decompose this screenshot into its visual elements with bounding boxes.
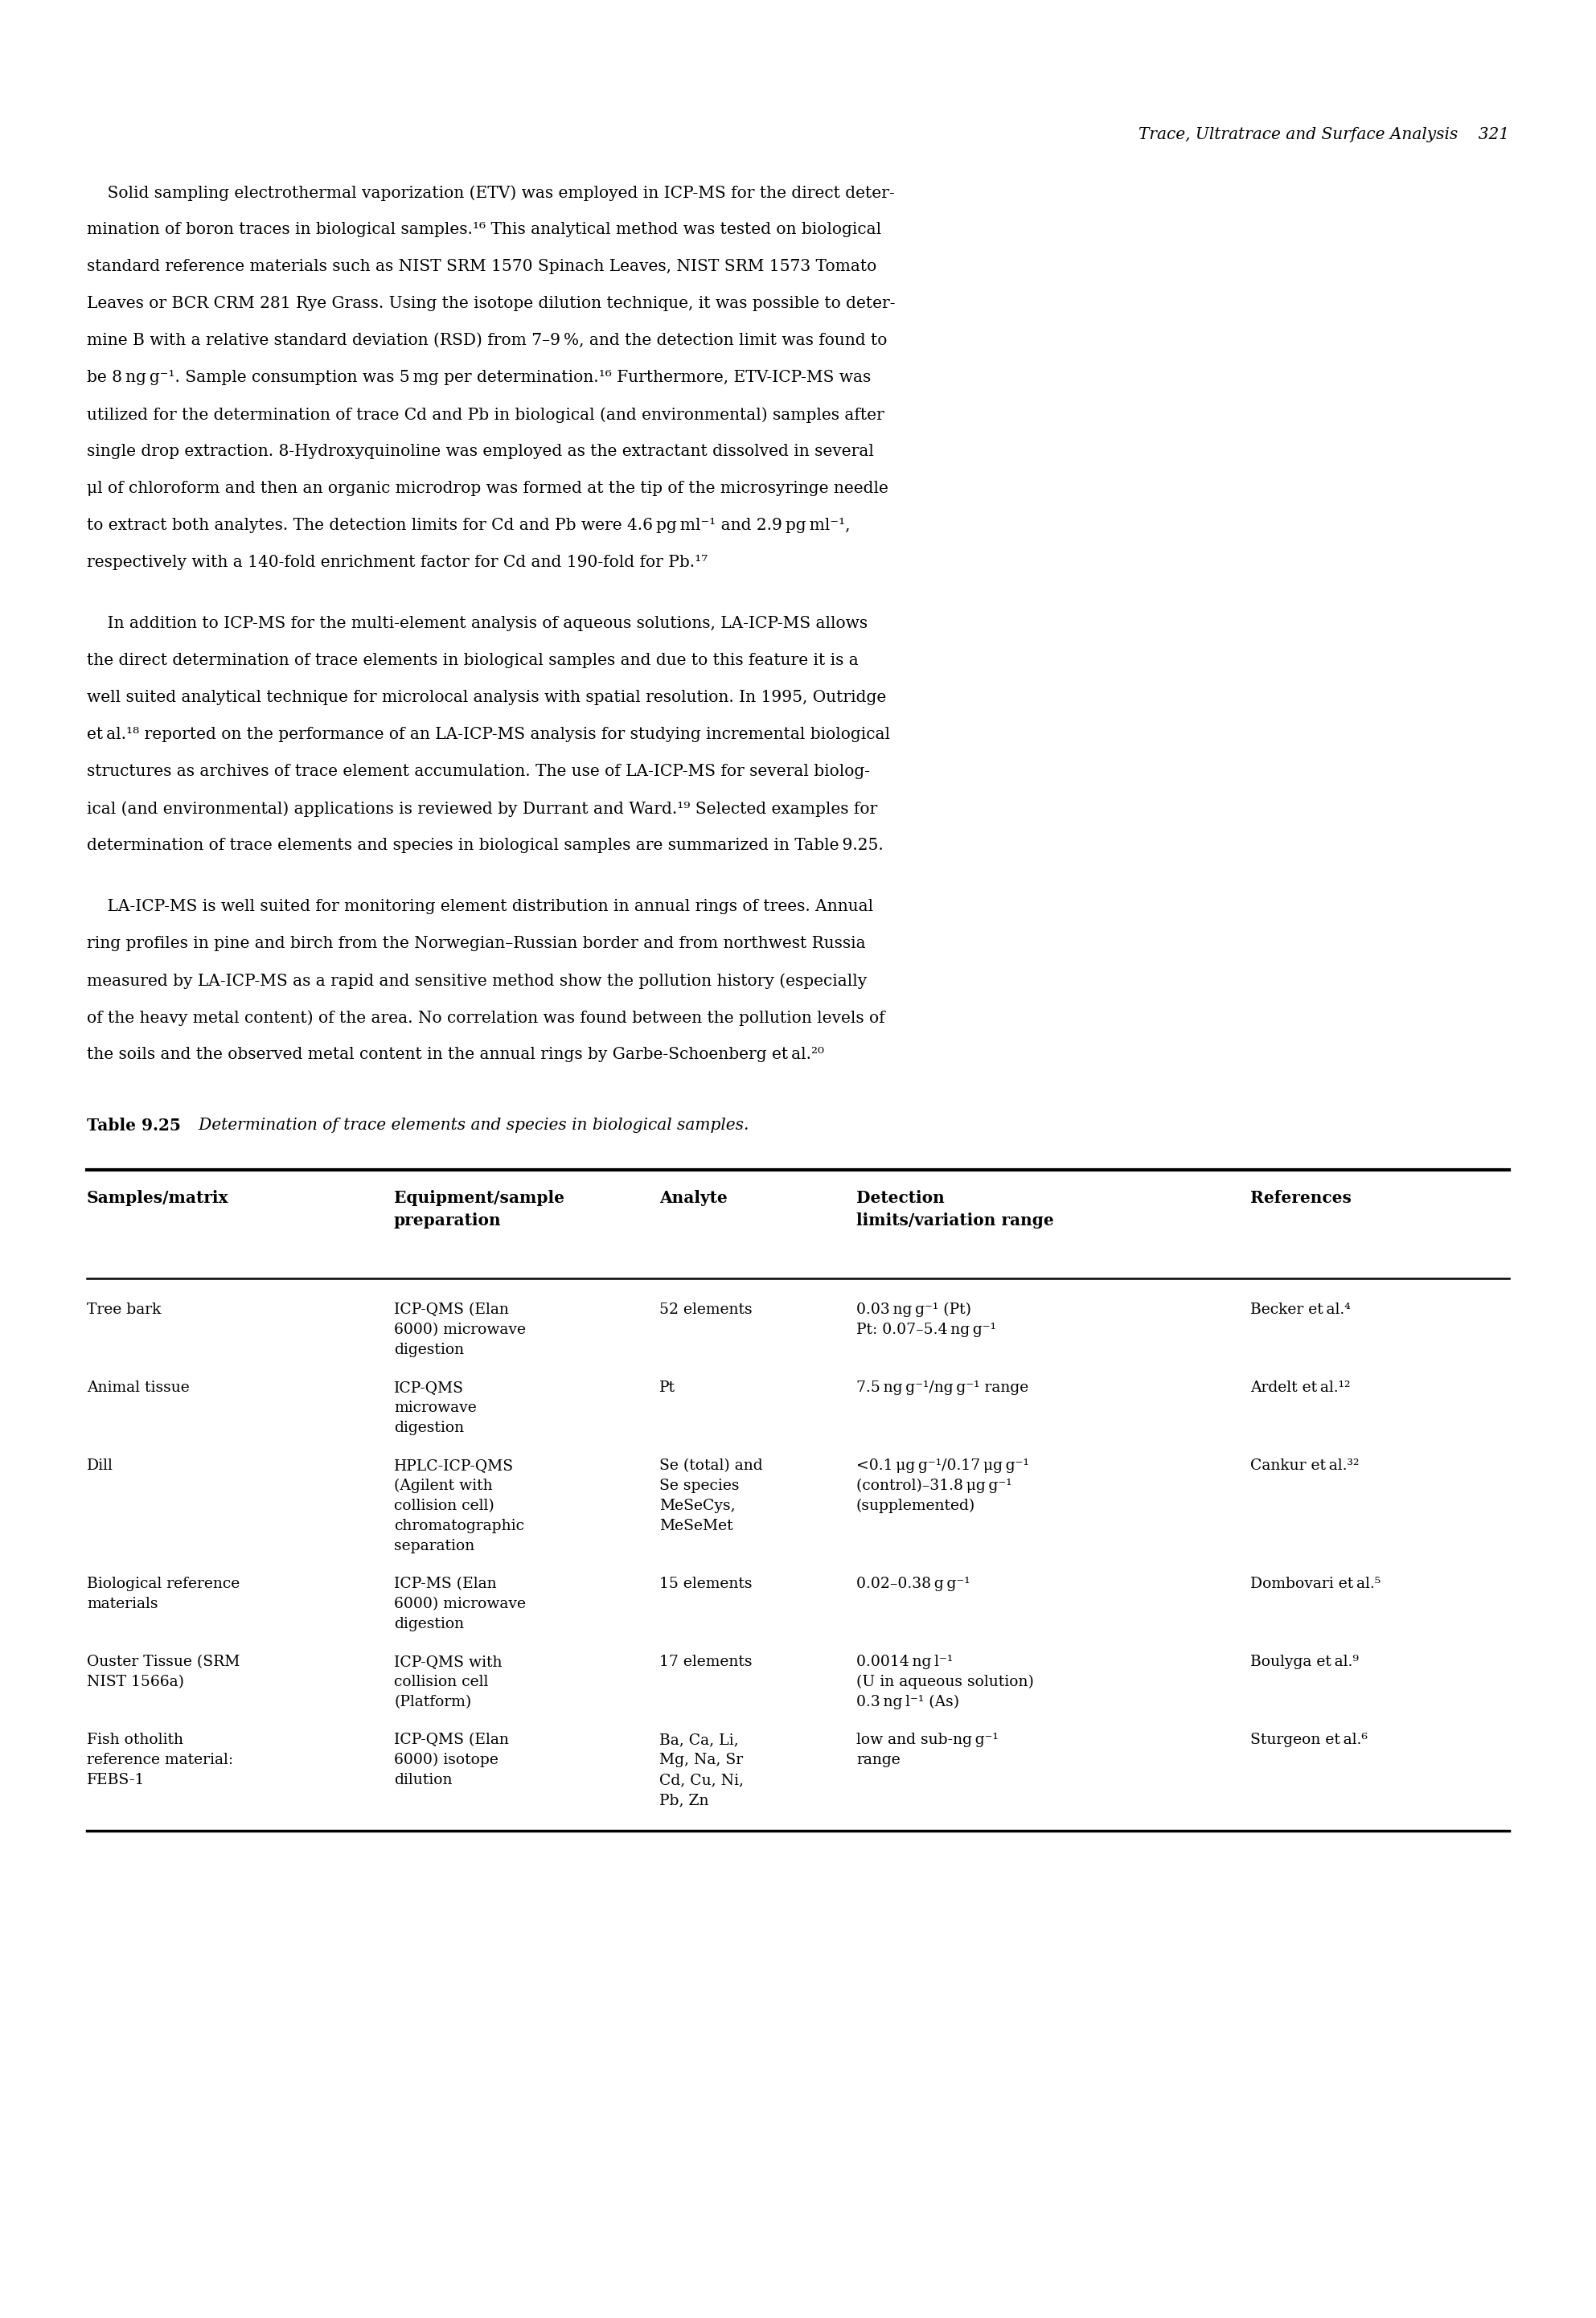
Text: 0.02–0.38 g g⁻¹: 0.02–0.38 g g⁻¹ [857,1576,970,1590]
Text: limits/variation range: limits/variation range [857,1212,1053,1229]
Text: Cankur et al.³²: Cankur et al.³² [1250,1458,1360,1472]
Text: In addition to ICP-MS for the multi-element analysis of aqueous solutions, LA-IC: In addition to ICP-MS for the multi-elem… [86,617,868,630]
Text: FEBS-1: FEBS-1 [86,1773,145,1787]
Text: Ardelt et al.¹²: Ardelt et al.¹² [1250,1382,1350,1395]
Text: 0.03 ng g⁻¹ (Pt): 0.03 ng g⁻¹ (Pt) [857,1303,972,1317]
Text: Sturgeon et al.⁶: Sturgeon et al.⁶ [1250,1732,1368,1748]
Text: Fish otholith: Fish otholith [86,1732,184,1748]
Text: to extract both analytes. The detection limits for Cd and Pb were 4.6 pg ml⁻¹ an: to extract both analytes. The detection … [86,517,851,533]
Text: Animal tissue: Animal tissue [86,1382,190,1395]
Text: ical (and environmental) applications is reviewed by Durrant and Ward.¹⁹ Selecte: ical (and environmental) applications is… [86,800,878,816]
Text: low and sub-ng g⁻¹: low and sub-ng g⁻¹ [857,1732,999,1748]
Text: measured by LA-ICP-MS as a rapid and sensitive method show the pollution history: measured by LA-ICP-MS as a rapid and sen… [86,974,867,990]
Text: Se species: Se species [659,1479,739,1493]
Text: ring profiles in pine and birch from the Norwegian–Russian border and from north: ring profiles in pine and birch from the… [86,936,865,950]
Text: Equipment/sample: Equipment/sample [394,1189,565,1205]
Text: collision cell: collision cell [394,1676,488,1690]
Text: Table 9.25: Table 9.25 [86,1117,180,1134]
Text: 52 elements: 52 elements [659,1303,752,1317]
Text: (Platform): (Platform) [394,1694,471,1708]
Text: range: range [857,1752,900,1766]
Text: materials: materials [86,1597,158,1611]
Text: mine B with a relative standard deviation (RSD) from 7–9 %, and the detection li: mine B with a relative standard deviatio… [86,334,887,348]
Text: HPLC-ICP-QMS: HPLC-ICP-QMS [394,1458,514,1472]
Text: chromatographic: chromatographic [394,1518,523,1532]
Text: digestion: digestion [394,1342,464,1358]
Text: Boulyga et al.⁹: Boulyga et al.⁹ [1250,1655,1358,1669]
Text: MeSeCys,: MeSeCys, [659,1500,736,1514]
Text: be 8 ng g⁻¹. Sample consumption was 5 mg per determination.¹⁶ Furthermore, ETV-I: be 8 ng g⁻¹. Sample consumption was 5 mg… [86,371,871,385]
Text: structures as archives of trace element accumulation. The use of LA-ICP-MS for s: structures as archives of trace element … [86,765,870,779]
Text: Pt: 0.07–5.4 ng g⁻¹: Pt: 0.07–5.4 ng g⁻¹ [857,1324,996,1337]
Text: Becker et al.⁴: Becker et al.⁴ [1250,1303,1350,1317]
Text: ICP-QMS: ICP-QMS [394,1382,464,1395]
Text: determination of trace elements and species in biological samples are summarized: determination of trace elements and spec… [86,837,884,853]
Text: Mg, Na, Sr: Mg, Na, Sr [659,1752,744,1766]
Text: Detection: Detection [857,1189,945,1205]
Text: 0.0014 ng l⁻¹: 0.0014 ng l⁻¹ [857,1655,953,1669]
Text: Se (total) and: Se (total) and [659,1458,763,1472]
Text: Ouster Tissue (SRM: Ouster Tissue (SRM [86,1655,239,1669]
Text: Analyte: Analyte [659,1189,728,1205]
Text: (Agilent with: (Agilent with [394,1479,493,1493]
Text: LA-ICP-MS is well suited for monitoring element distribution in annual rings of : LA-ICP-MS is well suited for monitoring … [86,899,873,913]
Text: Pt: Pt [659,1382,675,1395]
Text: 15 elements: 15 elements [659,1576,752,1590]
Text: <0.1 μg g⁻¹/0.17 μg g⁻¹: <0.1 μg g⁻¹/0.17 μg g⁻¹ [857,1458,1029,1472]
Text: Tree bark: Tree bark [86,1303,161,1317]
Text: 7.5 ng g⁻¹/ng g⁻¹ range: 7.5 ng g⁻¹/ng g⁻¹ range [857,1382,1028,1395]
Text: 6000) microwave: 6000) microwave [394,1324,525,1337]
Text: 0.3 ng l⁻¹ (As): 0.3 ng l⁻¹ (As) [857,1694,959,1711]
Text: 17 elements: 17 elements [659,1655,752,1669]
Text: References: References [1250,1189,1352,1205]
Text: collision cell): collision cell) [394,1500,495,1514]
Text: the direct determination of trace elements in biological samples and due to this: the direct determination of trace elemen… [86,654,859,668]
Text: digestion: digestion [394,1421,464,1435]
Text: MeSeMet: MeSeMet [659,1518,733,1532]
Text: preparation: preparation [394,1212,501,1229]
Text: Solid sampling electrothermal vaporization (ETV) was employed in ICP-MS for the : Solid sampling electrothermal vaporizati… [86,185,895,202]
Text: (control)–31.8 μg g⁻¹: (control)–31.8 μg g⁻¹ [857,1479,1012,1493]
Text: Biological reference: Biological reference [86,1576,239,1590]
Text: Dombovari et al.⁵: Dombovari et al.⁵ [1250,1576,1381,1590]
Text: Ba, Ca, Li,: Ba, Ca, Li, [659,1732,739,1748]
Text: Pb, Zn: Pb, Zn [659,1792,709,1808]
Text: standard reference materials such as NIST SRM 1570 Spinach Leaves, NIST SRM 1573: standard reference materials such as NIS… [86,260,876,274]
Text: of the heavy metal content) of the area. No correlation was found between the po: of the heavy metal content) of the area.… [86,1011,884,1025]
Text: mination of boron traces in biological samples.¹⁶ This analytical method was tes: mination of boron traces in biological s… [86,223,881,236]
Text: Trace, Ultratrace and Surface Analysis    321: Trace, Ultratrace and Surface Analysis 3… [1138,127,1510,141]
Text: single drop extraction. 8-Hydroxyquinoline was employed as the extractant dissol: single drop extraction. 8-Hydroxyquinoli… [86,443,875,459]
Text: Determination of trace elements and species in biological samples.: Determination of trace elements and spec… [184,1117,749,1134]
Text: 6000) isotope: 6000) isotope [394,1752,498,1766]
Text: the soils and the observed metal content in the annual rings by Garbe-Schoenberg: the soils and the observed metal content… [86,1048,824,1062]
Text: reference material:: reference material: [86,1752,233,1766]
Text: μl of chloroform and then an organic microdrop was formed at the tip of the micr: μl of chloroform and then an organic mic… [86,480,889,496]
Text: 6000) microwave: 6000) microwave [394,1597,525,1611]
Text: Dill: Dill [86,1458,113,1472]
Text: NIST 1566a): NIST 1566a) [86,1676,184,1690]
Text: Cd, Cu, Ni,: Cd, Cu, Ni, [659,1773,744,1787]
Text: Leaves or BCR CRM 281 Rye Grass. Using the isotope dilution technique, it was po: Leaves or BCR CRM 281 Rye Grass. Using t… [86,297,895,311]
Text: ICP-QMS with: ICP-QMS with [394,1655,503,1669]
Text: Samples/matrix: Samples/matrix [86,1189,228,1205]
Text: respectively with a 140-fold enrichment factor for Cd and 190-fold for Pb.¹⁷: respectively with a 140-fold enrichment … [86,554,707,570]
Text: separation: separation [394,1539,474,1553]
Text: utilized for the determination of trace Cd and Pb in biological (and environment: utilized for the determination of trace … [86,408,884,422]
Text: ICP-QMS (Elan: ICP-QMS (Elan [394,1732,509,1748]
Text: dilution: dilution [394,1773,452,1787]
Text: et al.¹⁸ reported on the performance of an LA-ICP-MS analysis for studying incre: et al.¹⁸ reported on the performance of … [86,728,891,742]
Text: (supplemented): (supplemented) [857,1500,975,1514]
Text: ICP-MS (Elan: ICP-MS (Elan [394,1576,496,1590]
Text: (U in aqueous solution): (U in aqueous solution) [857,1676,1034,1690]
Text: ICP-QMS (Elan: ICP-QMS (Elan [394,1303,509,1317]
Text: microwave: microwave [394,1400,477,1414]
Text: digestion: digestion [394,1618,464,1632]
Text: well suited analytical technique for microlocal analysis with spatial resolution: well suited analytical technique for mic… [86,691,886,705]
